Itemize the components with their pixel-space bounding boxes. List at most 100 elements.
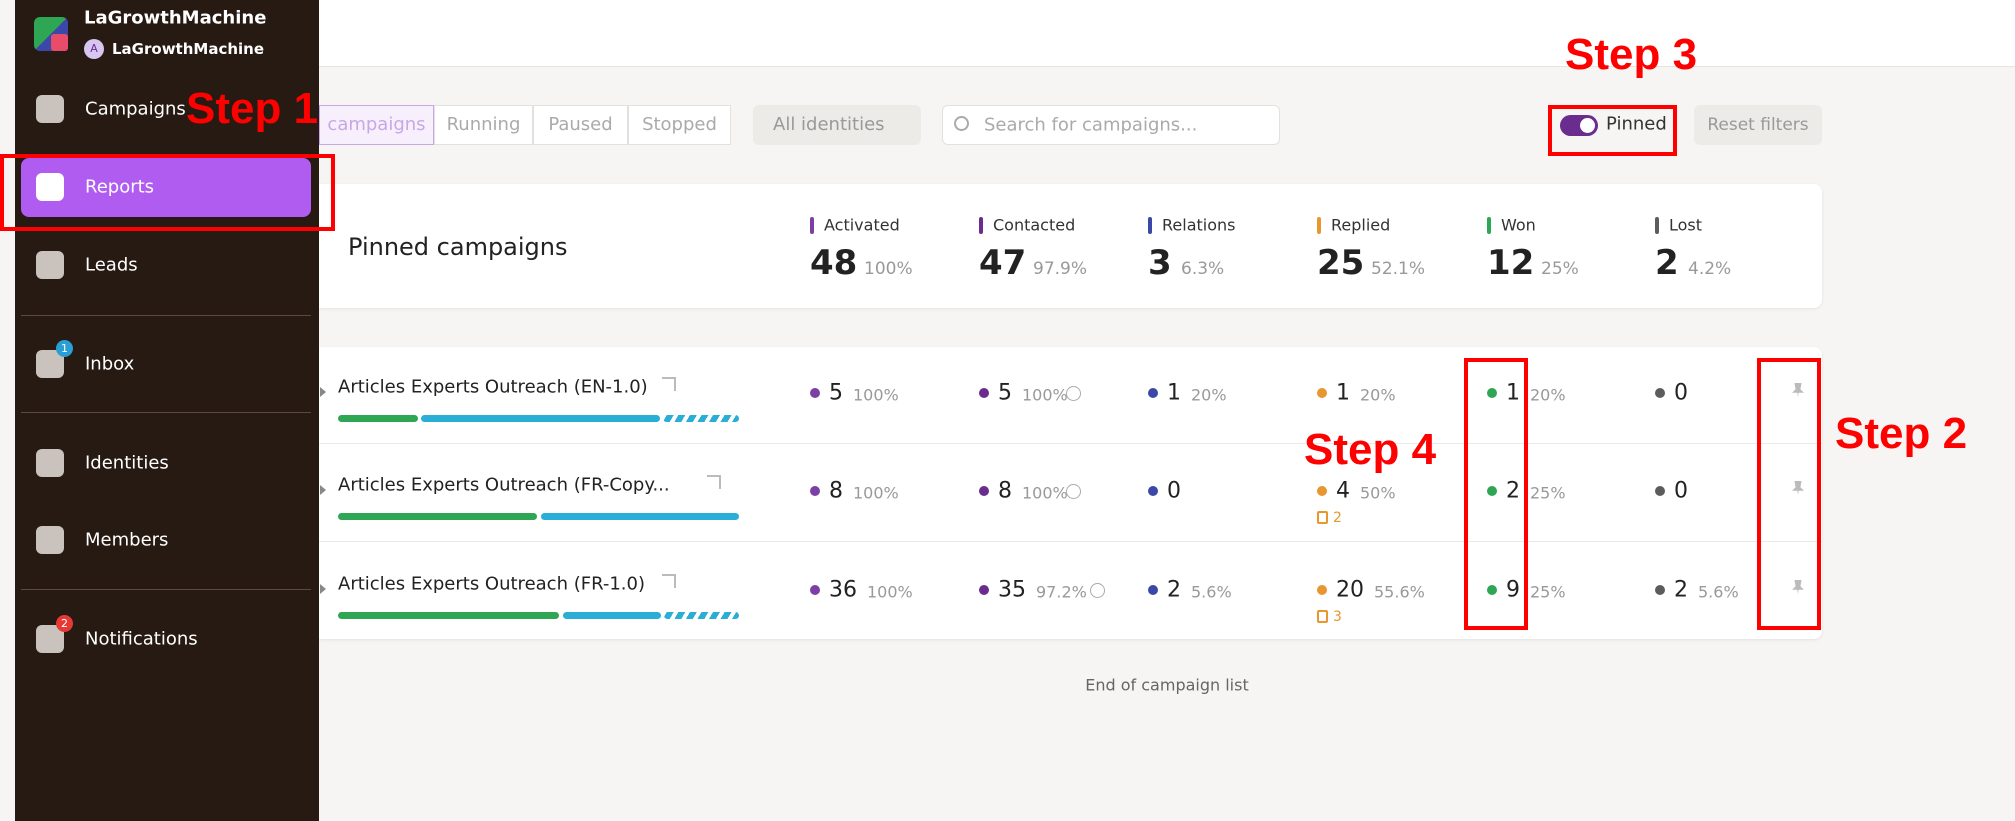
row-percent: 25% [1530,582,1566,602]
row-percent: 50% [1360,483,1396,503]
logo-accent [51,34,68,51]
stat-percent: 6.3% [1181,259,1225,279]
row-percent: 55.6% [1374,582,1425,602]
filter-tab[interactable]: Stopped [628,105,731,145]
highlight-box [1757,358,1821,630]
row-value: 8 [998,478,1012,504]
nav-icon[interactable] [36,95,64,123]
row-separator [319,541,1822,542]
nav-item[interactable]: Notifications [85,628,198,650]
separator [21,589,311,590]
stat-percent: 100% [864,259,913,279]
info-icon [1090,583,1105,598]
progress-segment [338,612,559,619]
nav-icon[interactable] [36,449,64,477]
row-value: 36 [829,577,857,603]
nav-item[interactable]: Members [85,529,169,551]
stat-value: 47 [979,243,1027,283]
status-dot [1655,388,1665,398]
nav-item[interactable]: Leads [85,254,138,276]
info-icon [1066,484,1081,499]
nav-icon[interactable] [36,251,64,279]
campaign-name[interactable]: Articles Experts Outreach (EN-1.0) [338,376,648,398]
footer-text: End of campaign list [1085,675,1249,695]
stat-percent: 52.1% [1371,259,1426,279]
nav-icon[interactable] [36,173,64,201]
status-dot [1655,486,1665,496]
summary-title: Pinned campaigns [348,233,568,261]
row-percent: 20% [1191,385,1227,405]
stat-label: Replied [1331,215,1391,235]
campaign-name[interactable]: Articles Experts Outreach (FR-Copy... [338,474,670,496]
nav-item[interactable]: Identities [85,452,169,474]
nav-item[interactable]: Reports [85,176,155,198]
row-value: 5 [998,380,1012,406]
filter-tab[interactable]: Running [434,105,533,145]
stat-value: 2 [1655,243,1679,283]
toggle-label[interactable]: Pinned [1606,113,1667,135]
row-value: 2 [1506,478,1520,504]
row-value: 2 [1167,577,1181,603]
nav-badge: 2 [56,615,73,632]
stat-label: Won [1501,215,1536,235]
expand-caret[interactable] [320,584,326,594]
stat-marker [810,217,814,234]
reset-button[interactable]: Reset filters [1694,105,1822,145]
step-label: Step 3 [1565,30,1698,79]
row-percent: 100% [867,582,913,602]
row-separator [319,443,1822,444]
expand-caret[interactable] [320,485,326,495]
row-value: 35 [998,577,1026,603]
progress-segment [541,513,739,520]
highlight-box [1464,358,1528,630]
search-box[interactable] [942,105,1280,145]
status-dot [1148,388,1158,398]
row-percent: 25% [1530,483,1566,503]
row-value: 0 [1167,478,1181,504]
row-value: 1 [1336,380,1350,406]
nav-item[interactable]: Inbox [85,353,135,375]
row-percent: 5.6% [1191,582,1232,602]
filter-tab[interactable]: Paused [533,105,628,145]
row-value: 4 [1336,478,1350,504]
row-percent: 100% [1022,385,1068,405]
progress-segment [421,415,660,422]
expand-caret[interactable] [320,387,326,397]
row-value: 5 [829,380,843,406]
toggle-knob [1580,118,1595,133]
identities-select[interactable]: All identities [753,105,921,145]
status-dot [810,585,820,595]
filter-tab[interactable]: campaigns [319,105,434,145]
row-value: 20 [1336,577,1364,603]
nav-item[interactable]: Campaigns [85,98,186,120]
status-dot [1148,585,1158,595]
status-dot [1148,486,1158,496]
stat-marker [1487,217,1491,234]
row-value: 2 [1674,577,1688,603]
open-link[interactable] [662,574,676,588]
nav-active-bg [21,158,311,217]
progress-segment [663,415,739,422]
row-value: 0 [1674,478,1688,504]
open-link[interactable] [662,377,676,391]
progress-segment [563,612,661,619]
campaign-name[interactable]: Articles Experts Outreach (FR-1.0) [338,573,645,595]
separator [21,315,311,316]
task-icon [1317,511,1328,524]
progress-segment [664,612,739,619]
step-label: Step 2 [1835,409,1968,458]
task-icon [1317,610,1328,623]
summary-card [319,184,1822,308]
nav-icon[interactable] [36,526,64,554]
workspace: LaGrowthMachine [112,40,265,58]
stat-percent: 25% [1541,259,1579,279]
status-dot [810,486,820,496]
sidebar [15,0,319,821]
stat-label: Contacted [993,215,1076,235]
row-percent: 100% [853,385,899,405]
status-dot [1487,388,1497,398]
highlight-box [1548,105,1677,156]
status-dot [1317,388,1327,398]
open-link[interactable] [707,475,721,489]
stat-percent: 4.2% [1688,259,1732,279]
